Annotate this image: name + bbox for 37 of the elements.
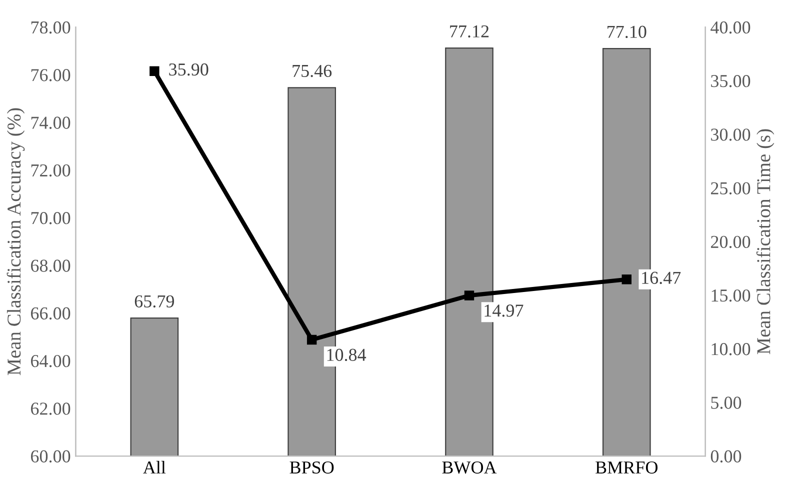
x-tick-label: All: [143, 460, 166, 474]
y2-tick-label: 5.00: [711, 396, 742, 409]
y-axis-title: Mean Classification Accuracy (%): [6, 108, 25, 376]
y2-tick-label: 25.00: [711, 182, 750, 194]
y-tick-label: 60.00: [31, 450, 70, 463]
y2-tick-label: 20.00: [711, 236, 750, 248]
data-label: 35.90: [169, 63, 208, 76]
y2-tick-label: 30.00: [711, 128, 750, 141]
y2-tick-label: 0.00: [710, 450, 742, 463]
y-tick-label: 76.00: [31, 69, 70, 82]
data-label: 10.84: [327, 348, 366, 362]
y2-tick-label: 40.00: [710, 21, 750, 34]
y-tick-label: 62.00: [31, 402, 70, 415]
point: [150, 66, 160, 76]
y-tick-label: 74.00: [31, 116, 70, 129]
y-tick-label: 64.00: [31, 354, 70, 368]
data-label: 77.10: [608, 26, 646, 38]
x-tick-label: BPSO: [290, 461, 334, 474]
y-tick-label: 68.00: [31, 260, 70, 272]
y2-axis-title: Mean Classification Time (s): [756, 129, 774, 354]
y2-tick-label: 35.00: [711, 74, 750, 88]
y-tick-label: 72.00: [31, 164, 70, 177]
y2-tick-label: 15.00: [712, 289, 750, 302]
point: [622, 274, 632, 284]
y-tick-label: 66.00: [31, 307, 70, 320]
point: [306, 334, 317, 345]
x-tick-label: BWOA: [442, 461, 497, 474]
data-label: 65.79: [134, 295, 174, 308]
data-label: 14.97: [484, 304, 524, 317]
y2-tick-label: 10.00: [712, 343, 750, 356]
data-label: 16.47: [642, 272, 681, 284]
data-label: 75.46: [292, 64, 332, 78]
y-tick-label: 70.00: [31, 212, 70, 224]
y-tick-label: 78.00: [31, 21, 70, 34]
point: [464, 290, 474, 300]
x-tick-label: BMRFO: [596, 461, 658, 474]
data-label: 77.12: [450, 25, 489, 38]
